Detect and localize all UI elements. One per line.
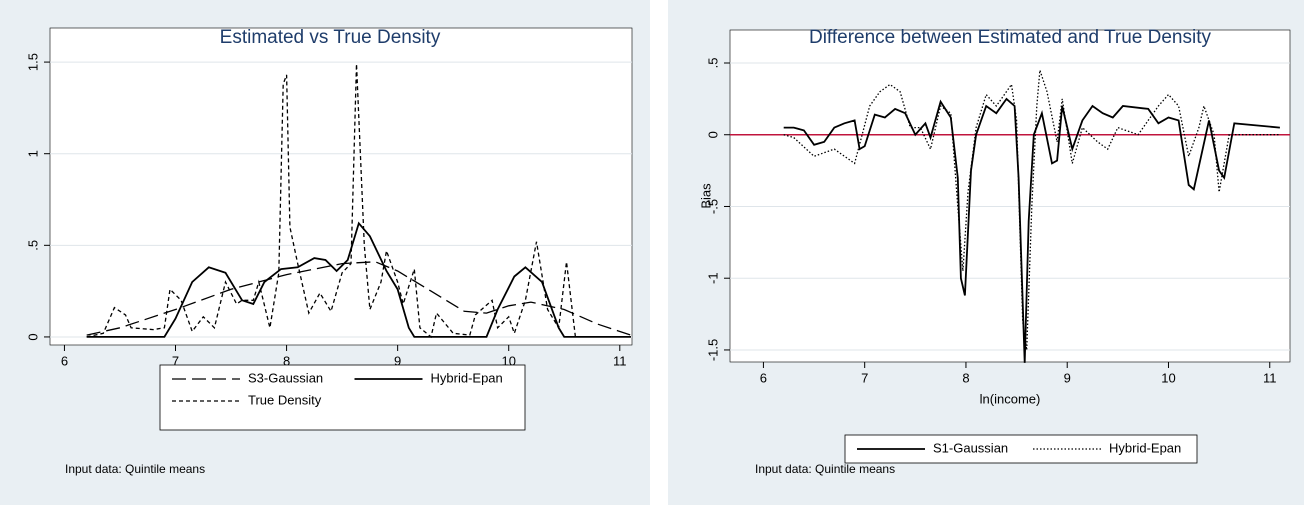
note: Input data: Quintile means xyxy=(755,462,895,476)
series-line xyxy=(86,63,631,339)
legend-label: True Density xyxy=(248,392,322,407)
x-tick-label: 9 xyxy=(1064,370,1071,385)
y-tick-label: -1 xyxy=(705,272,720,284)
y-tick-label: -1.5 xyxy=(705,339,720,361)
chart-title: Difference between Estimated and True De… xyxy=(809,27,1212,48)
plot-area xyxy=(49,27,633,346)
series-line xyxy=(86,261,632,336)
x-tick-label: 9 xyxy=(394,353,401,368)
y-tick-label: .5 xyxy=(705,58,720,69)
x-tick-label: 11 xyxy=(613,353,627,368)
legend-label: S1-Gaussian xyxy=(933,440,1008,455)
x-axis-label: ln(income) xyxy=(980,391,1041,406)
note: Input data: Quintile means xyxy=(65,462,205,476)
x-tick-label: 8 xyxy=(962,370,969,385)
series-line xyxy=(86,221,631,338)
x-tick-label: 6 xyxy=(61,353,68,368)
y-tick-label: 0 xyxy=(25,333,40,340)
series-line xyxy=(783,97,1280,363)
x-tick-label: 6 xyxy=(760,370,767,385)
x-tick-label: 10 xyxy=(1161,370,1175,385)
legend-label: S3-Gaussian xyxy=(248,370,323,385)
y-axis-label: Bias xyxy=(698,183,713,209)
legend-label: Hybrid-Epan xyxy=(1109,440,1181,455)
chart-title: Estimated vs True Density xyxy=(220,27,441,48)
y-tick-label: -.5 xyxy=(705,199,720,214)
x-tick-label: 7 xyxy=(172,353,179,368)
x-tick-label: 8 xyxy=(283,353,290,368)
series-line xyxy=(783,69,1280,350)
x-tick-label: 11 xyxy=(1263,370,1277,385)
y-tick-label: .5 xyxy=(25,240,40,251)
plot-area xyxy=(729,29,1291,363)
y-tick-label: 1 xyxy=(25,150,40,157)
legend-label: Hybrid-Epan xyxy=(431,370,503,385)
y-tick-label: 0 xyxy=(705,131,720,138)
legend-box xyxy=(159,364,526,431)
x-tick-label: 7 xyxy=(861,370,868,385)
y-tick-label: 1.5 xyxy=(25,53,40,71)
